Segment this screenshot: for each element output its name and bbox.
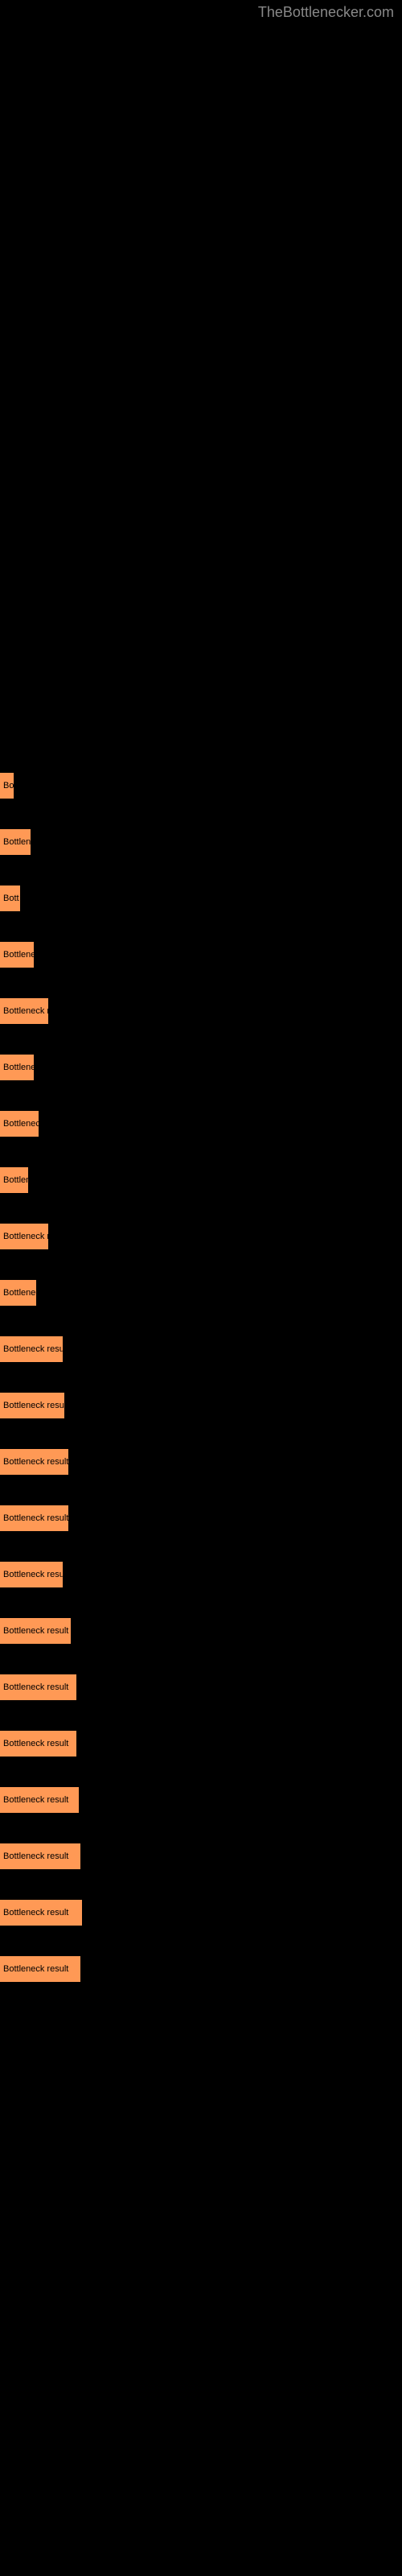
bar-label: Bottleneck result [3, 1795, 68, 1805]
bar-label: Bottleneck result [3, 1457, 68, 1467]
bar-row: Bottlenec [0, 1280, 402, 1306]
chart-bar: Bottleneck result [0, 1674, 76, 1700]
bar-row: Bottleneck result [0, 1449, 402, 1475]
bar-row: Bottleneck result [0, 1336, 402, 1362]
bar-chart: Bo Bottlene Bott Bottlenec Bottleneck re Bott… [0, 0, 402, 1982]
bar-label: Bottleneck result [3, 1908, 68, 1918]
chart-bar: Bottleneck re [0, 1224, 48, 1249]
bar-row: Bottleneck result [0, 1900, 402, 1926]
bar-row: Bottleneck re [0, 998, 402, 1024]
chart-bar: Bottleneck result [0, 1900, 82, 1926]
bar-row: Bottlene [0, 829, 402, 855]
bar-row: Bottleneck result [0, 1393, 402, 1418]
chart-bar: Bottleneck re [0, 998, 48, 1024]
chart-bar: Bottleneck result [0, 1393, 64, 1418]
bar-label: Bott [3, 894, 19, 903]
bar-row: Bottleneck [0, 1111, 402, 1137]
bar-row: Bottlen [0, 1167, 402, 1193]
chart-bar: Bottleneck [0, 1111, 39, 1137]
bar-row: Bo [0, 773, 402, 799]
bar-label: Bottleneck result [3, 1513, 68, 1523]
chart-bar: Bottlenec [0, 1280, 36, 1306]
bar-label: Bottleneck re [3, 1232, 48, 1241]
chart-bar: Bottleneck resul [0, 1562, 63, 1587]
chart-bar: Bottleneck result [0, 1787, 79, 1813]
chart-bar: Bottlenec [0, 1055, 34, 1080]
bar-label: Bottleneck resul [3, 1570, 63, 1579]
bar-row: Bottlenec [0, 942, 402, 968]
chart-bar: Bo [0, 773, 14, 799]
chart-bar: Bottlenec [0, 942, 34, 968]
bar-label: Bottleneck [3, 1119, 39, 1129]
chart-bar: Bottleneck result [0, 1505, 68, 1531]
bar-row: Bottleneck resul [0, 1562, 402, 1587]
bar-label: Bottleneck result [3, 1344, 63, 1354]
watermark-text: TheBottlenecker.com [258, 4, 394, 21]
bar-label: Bottlenec [3, 1063, 34, 1072]
bar-row: Bottleneck result [0, 1956, 402, 1982]
bar-label: Bottleneck result [3, 1401, 64, 1410]
bar-label: Bottlenec [3, 950, 34, 960]
bar-row: Bottleneck result [0, 1618, 402, 1644]
bar-label: Bottleneck re [3, 1006, 48, 1016]
chart-bar: Bottlen [0, 1167, 28, 1193]
bar-row: Bottleneck re [0, 1224, 402, 1249]
chart-bar: Bott [0, 886, 20, 911]
chart-bar: Bottleneck result [0, 1449, 68, 1475]
bar-label: Bo [3, 781, 14, 791]
bar-row: Bottleneck result [0, 1731, 402, 1757]
chart-bar: Bottleneck result [0, 1843, 80, 1869]
bar-label: Bottleneck result [3, 1626, 68, 1636]
bar-label: Bottleneck result [3, 1852, 68, 1861]
chart-bar: Bottleneck result [0, 1618, 71, 1644]
bar-label: Bottlenec [3, 1288, 36, 1298]
bar-row: Bottleneck result [0, 1843, 402, 1869]
bar-label: Bottleneck result [3, 1682, 68, 1692]
bar-label: Bottlen [3, 1175, 28, 1185]
chart-bar: Bottleneck result [0, 1956, 80, 1982]
chart-bar: Bottlene [0, 829, 31, 855]
bar-label: Bottleneck result [3, 1964, 68, 1974]
bar-row: Bott [0, 886, 402, 911]
bar-label: Bottlene [3, 837, 31, 847]
chart-bar: Bottleneck result [0, 1731, 76, 1757]
bar-row: Bottleneck result [0, 1505, 402, 1531]
bar-label: Bottleneck result [3, 1739, 68, 1748]
bar-row: Bottlenec [0, 1055, 402, 1080]
bar-row: Bottleneck result [0, 1787, 402, 1813]
chart-bar: Bottleneck result [0, 1336, 63, 1362]
bar-row: Bottleneck result [0, 1674, 402, 1700]
